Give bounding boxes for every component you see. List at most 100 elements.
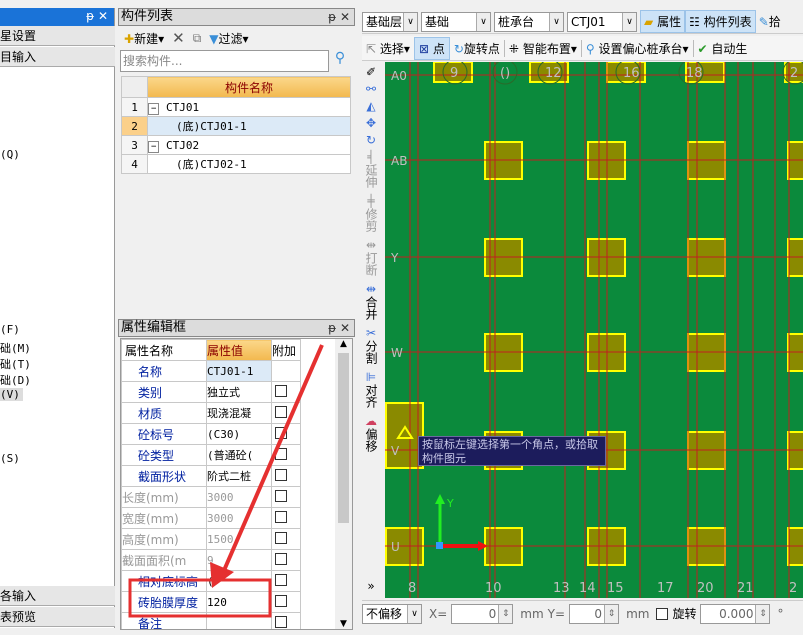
left-item[interactable]: (S) (0, 452, 20, 465)
property-row[interactable]: 相对底标高( (121, 570, 301, 592)
new-button[interactable]: ✚新建▾ (124, 31, 165, 46)
table-row[interactable]: 1− CTJ01 (121, 97, 351, 117)
rotate-point-button[interactable]: ↻旋转点 (453, 41, 500, 56)
brush-icon[interactable]: ✐ (365, 65, 377, 79)
property-value[interactable]: (普通砼( (206, 444, 272, 466)
select-button[interactable]: ⇱ 选择▾ (366, 41, 410, 56)
floor-select[interactable]: 基础层 ∨ (362, 11, 418, 32)
split-button[interactable]: ✂ 分割 (364, 326, 378, 364)
point-button[interactable]: ⊠ 点 (413, 36, 450, 60)
rotate-checkbox[interactable] (656, 607, 669, 620)
copy-icon[interactable]: ⧉ (192, 30, 202, 45)
property-row[interactable]: 名称 CTJ01-1 (121, 360, 301, 382)
offset-button[interactable]: ☁ 偏移 (364, 414, 378, 452)
rotate-input[interactable]: 0.000 ⇕ (700, 603, 771, 624)
component-list-button[interactable]: ☷ 构件列表 (685, 10, 756, 33)
checkbox[interactable] (275, 552, 287, 565)
checkbox[interactable] (275, 468, 287, 481)
rotate-icon[interactable]: ↻ (365, 133, 377, 147)
merge-button[interactable]: ⇹ 合并 (364, 282, 378, 320)
set-eccentric-button[interactable]: ⚲ 设置偏心桩承台▾ (580, 39, 693, 57)
left-item-input[interactable]: 目输入 (0, 47, 115, 67)
property-row[interactable]: 材质 现浇混凝 (121, 402, 301, 424)
left-item[interactable]: 础(D) (0, 374, 31, 387)
property-value[interactable] (206, 612, 272, 629)
property-value[interactable]: 独立式 (206, 381, 272, 403)
offset-mode-select[interactable]: 不偏移 ∨ (362, 603, 422, 624)
property-value[interactable]: 120 (206, 591, 272, 613)
property-value[interactable]: (C30) (206, 423, 272, 445)
property-row[interactable]: 备注 (121, 612, 301, 629)
trim-button[interactable]: ╪ 修剪 (364, 194, 378, 232)
y-label: Y= (547, 606, 566, 621)
property-row[interactable]: 砼标号 (C30) (121, 423, 301, 445)
component-table: 构件名称 1− CTJ01 2 (底)CTJ01-1 3− CTJ02 4 (底)C… (121, 76, 351, 174)
left-bottom-btn[interactable]: 各输入 (0, 586, 115, 606)
checkbox[interactable] (275, 573, 287, 586)
pin-close-icons[interactable]: ᵽ ✕ (328, 321, 350, 335)
checkbox[interactable] (275, 447, 287, 460)
smart-layout-button[interactable]: ⁜ 智能布置▾ (503, 39, 581, 57)
scrollbar[interactable]: ▲ ▼ (335, 339, 352, 629)
table-row[interactable]: 4 (底)CTJ02-1 (121, 154, 351, 174)
property-value[interactable]: 阶式二桩 (206, 465, 272, 487)
property-value[interactable]: ( (206, 570, 272, 592)
delete-button[interactable]: ✕ (172, 29, 185, 47)
move-icon[interactable]: ✥ (365, 116, 377, 130)
pin-close-icons[interactable]: ᵽ ✕ (328, 10, 350, 24)
type-select[interactable]: 桩承台 ∨ (494, 11, 564, 32)
scrollbar-thumb[interactable] (338, 353, 349, 523)
pick-button[interactable]: ✎拾 (758, 15, 781, 29)
left-item[interactable]: (Q) (0, 148, 20, 161)
property-row[interactable]: 砖胎膜厚度 120 (121, 591, 301, 613)
checkbox[interactable] (275, 384, 287, 397)
property-row[interactable]: 截面形状 阶式二桩 (121, 465, 301, 487)
x-input[interactable]: 0 ⇕ (451, 603, 514, 624)
checkbox[interactable] (275, 405, 287, 418)
property-row[interactable]: 截面面积(m 9 (121, 549, 301, 571)
copy-icon[interactable]: ⚯ (365, 82, 377, 96)
component-select[interactable]: CTJ01 ∨ (567, 11, 637, 32)
extend-button[interactable]: ╡ 延伸 (364, 150, 378, 188)
property-row[interactable]: 长度(mm) 3000 (121, 486, 301, 508)
table-row-selected[interactable]: 2 (底)CTJ01-1 (121, 116, 351, 136)
search-icon[interactable]: ⚲ (334, 50, 346, 66)
property-value[interactable]: 1500 (206, 528, 272, 550)
checkbox[interactable] (275, 489, 287, 502)
left-item[interactable]: 础(T) (0, 358, 31, 371)
checkbox[interactable] (275, 594, 287, 607)
property-row[interactable]: 宽度(mm) 3000 (121, 507, 301, 529)
property-value[interactable]: 3000 (206, 486, 272, 508)
left-item-settings[interactable]: 星设置 (0, 26, 115, 46)
drawing-canvas[interactable]: A0 AB Y W V U 9 () 12 16 18 2 8 10 13 14 15 17 20 21 2 Y 按鼠标左… (385, 62, 803, 598)
left-bottom-btn[interactable]: 表预览 (0, 607, 115, 627)
properties-button[interactable]: ▰ 属性 (640, 10, 686, 33)
align-button[interactable]: ⊫ 对齐 (364, 370, 378, 408)
filter-button[interactable]: ▼过滤▾ (209, 31, 249, 46)
search-input[interactable]: 搜索构件... (120, 50, 329, 72)
checkbox[interactable] (275, 426, 287, 439)
mirror-icon[interactable]: ◭ (366, 99, 376, 113)
category-select[interactable]: 基础 ∨ (421, 11, 491, 32)
pin-close-icons[interactable]: ᵽ ✕ (86, 9, 108, 23)
property-row[interactable]: 类别 独立式 (121, 381, 301, 403)
property-row[interactable]: 高度(mm) 1500 (121, 528, 301, 550)
property-value[interactable]: 9 (206, 549, 272, 571)
auto-button[interactable]: ✔ 自动生 (692, 39, 752, 57)
left-item[interactable]: 础(M) (0, 342, 31, 355)
checkbox[interactable] (275, 615, 287, 628)
property-value[interactable]: 现浇混凝 (206, 402, 272, 424)
property-value[interactable]: 3000 (206, 507, 272, 529)
y-input[interactable]: 0 ⇕ (569, 603, 620, 624)
left-item[interactable]: (F) (0, 323, 20, 336)
checkbox[interactable] (275, 531, 287, 544)
table-row[interactable]: 3− CTJ02 (121, 135, 351, 155)
property-row[interactable]: 砼类型 (普通砼( (121, 444, 301, 466)
left-item-selected[interactable]: (V) (0, 388, 23, 401)
checkbox[interactable] (275, 510, 287, 523)
more-chevron-icon[interactable]: » (367, 579, 375, 593)
break-button[interactable]: ⇹ 打断 (364, 238, 378, 276)
canvas-drawing[interactable]: A0 AB Y W V U 9 () 12 16 18 2 8 10 13 14 15 17 20 21 2 Y (385, 62, 803, 598)
top-axis-label: 2 (790, 66, 798, 81)
property-value[interactable]: CTJ01-1 (206, 360, 272, 382)
